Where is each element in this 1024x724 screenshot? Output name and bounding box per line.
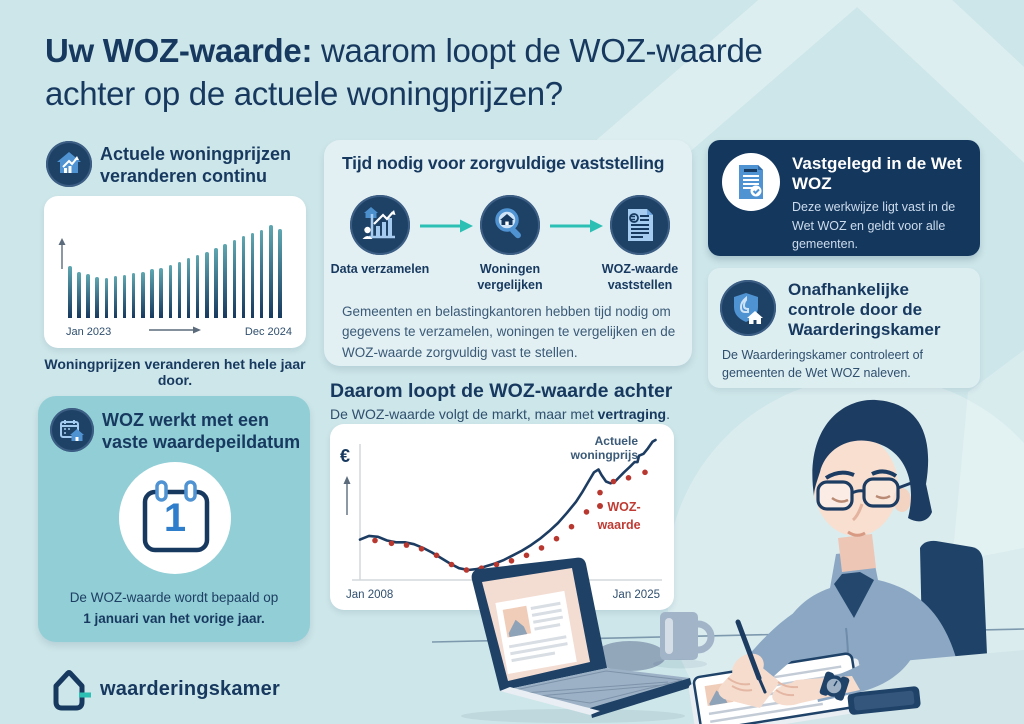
euro-label: €: [340, 446, 351, 466]
prices-caption: Woningprijzen veranderen het hele jaar d…: [44, 356, 306, 388]
dots-series-label: WOZ-waarde: [597, 500, 641, 532]
peildatum-body-bold: 1 januari van het vorige jaar.: [83, 610, 265, 626]
controle-heading: Onafhankelijke controle door de Waarderi…: [788, 280, 941, 339]
house-trend-icon: [46, 141, 92, 187]
calendar-circle: 1: [119, 462, 231, 574]
calendar-icon: [142, 480, 210, 553]
step-label-3: WOZ-waarde vaststellen: [601, 262, 679, 292]
lag-x-start: Jan 2008: [346, 589, 394, 601]
wet-woz-box: Vastgelegd in de Wet WOZ Deze werkwijze …: [708, 140, 980, 256]
arrow-right-icon: [420, 219, 473, 233]
process-card: Tijd nodig voor zorgvuldige vaststelling: [324, 140, 692, 366]
logo-house-icon: [53, 670, 91, 711]
lag-x-end: Jan 2025: [612, 589, 660, 601]
laptop-illustration: [461, 557, 692, 723]
prices-heading: Actuele woningprijzen veranderen continu: [100, 144, 292, 186]
lag-subtitle: De WOZ-waarde volgt de markt, maar met v…: [330, 406, 670, 422]
lag-heading: Daarom loopt de WOZ-waarde achter: [330, 380, 673, 402]
y-axis-arrow-icon: [58, 238, 66, 269]
person-illustration: [653, 399, 1024, 724]
data-collect-icon: [350, 195, 410, 255]
red-dot-icon: [597, 503, 604, 509]
logo-text: waarderingskamer: [100, 677, 280, 700]
page-title: Uw WOZ-waarde: waarom loopt de WOZ-waard…: [45, 30, 975, 116]
wet-woz-heading: Vastgelegd in de Wet WOZ: [792, 154, 962, 194]
process-heading: Tijd nodig voor zorgvuldige vaststelling: [342, 153, 665, 173]
waarderingskamer-logo: waarderingskamer: [46, 664, 280, 714]
x-axis-arrow-icon: [149, 326, 201, 334]
calendar-house-icon: [50, 408, 94, 452]
bar-x-start: Jan 2023: [66, 326, 112, 338]
title-rest: waarom loopt de WOZ-waarde: [312, 32, 763, 69]
line-series-label: Actuele woningprijs: [570, 434, 638, 463]
title-bold: Uw WOZ-waarde:: [45, 32, 313, 69]
prices-chart-card: Jan 2023 Dec 2024: [44, 196, 306, 348]
shield-house-icon: [720, 280, 776, 336]
law-document-icon: [722, 153, 780, 211]
step-label-2: Woningen vergelijken: [477, 262, 543, 292]
step-label-1: Data verzamelen: [330, 262, 430, 276]
bar-chart: [68, 218, 282, 318]
peildatum-heading: WOZ werkt met een vaste waardepeildatum: [102, 410, 301, 452]
process-body: Gemeenten en belastingkantoren hebben ti…: [342, 304, 676, 360]
y-axis-arrow-icon: [343, 476, 351, 515]
calendar-day: 1: [163, 496, 187, 540]
controle-body: De Waarderingskamer controleert of gemee…: [722, 348, 924, 381]
wet-woz-body: Deze werkwijze ligt vast in de Wet WOZ e…: [792, 200, 956, 251]
peildatum-body: De WOZ-waarde wordt bepaald op: [69, 590, 279, 605]
arrow-right-icon: [550, 219, 603, 233]
title-line2: achter op de actuele woningprijzen?: [45, 74, 563, 112]
peildatum-box: WOZ werkt met een vaste waardepeildatum …: [38, 396, 310, 642]
document-euro-icon: [610, 195, 670, 255]
controle-box: Onafhankelijke controle door de Waarderi…: [708, 268, 980, 388]
bar-x-end: Dec 2024: [244, 326, 292, 338]
compare-homes-icon: [480, 195, 540, 255]
